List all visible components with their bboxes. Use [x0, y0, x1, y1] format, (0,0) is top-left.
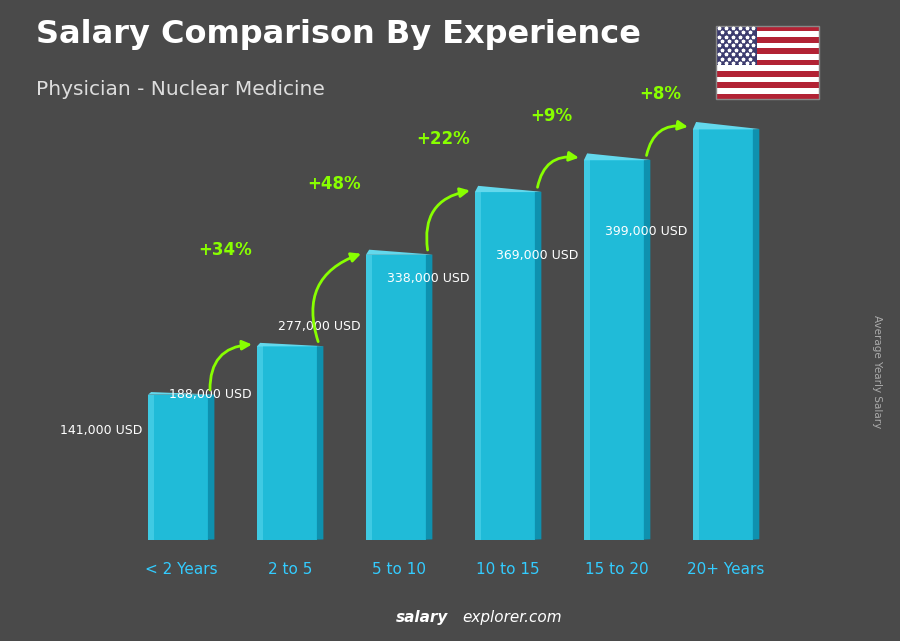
Bar — [716, 65, 819, 71]
Text: +34%: +34% — [198, 241, 252, 260]
Text: +22%: +22% — [416, 130, 470, 148]
Bar — [716, 26, 819, 31]
Bar — [716, 88, 819, 94]
Polygon shape — [148, 395, 155, 540]
Text: +48%: +48% — [307, 176, 361, 194]
Bar — [716, 77, 819, 82]
Polygon shape — [584, 160, 644, 540]
Text: 2 to 5: 2 to 5 — [268, 562, 312, 578]
Text: Salary Comparison By Experience: Salary Comparison By Experience — [36, 19, 641, 50]
Bar — [716, 26, 757, 65]
Text: 10 to 15: 10 to 15 — [476, 562, 540, 578]
Bar — [716, 37, 819, 43]
Text: salary: salary — [396, 610, 448, 625]
Bar — [716, 60, 819, 65]
Text: < 2 Years: < 2 Years — [145, 562, 218, 578]
Text: 20+ Years: 20+ Years — [688, 562, 765, 578]
Polygon shape — [475, 192, 482, 540]
Bar — [716, 82, 819, 88]
Text: 15 to 20: 15 to 20 — [585, 562, 649, 578]
Polygon shape — [475, 186, 542, 192]
Text: +9%: +9% — [531, 107, 572, 126]
Polygon shape — [148, 395, 208, 540]
Bar — [716, 31, 819, 37]
Text: explorer.com: explorer.com — [463, 610, 562, 625]
Text: Physician - Nuclear Medicine: Physician - Nuclear Medicine — [36, 80, 325, 99]
Polygon shape — [426, 254, 432, 540]
Text: +8%: +8% — [640, 85, 681, 103]
Polygon shape — [208, 394, 214, 540]
Bar — [716, 54, 819, 60]
Polygon shape — [256, 343, 323, 346]
Bar — [716, 43, 819, 48]
Text: 399,000 USD: 399,000 USD — [605, 226, 688, 238]
Polygon shape — [535, 192, 542, 540]
Polygon shape — [366, 255, 426, 540]
Polygon shape — [693, 129, 752, 540]
Bar — [716, 71, 819, 77]
Polygon shape — [584, 153, 651, 160]
Text: 141,000 USD: 141,000 USD — [60, 424, 142, 437]
Text: 5 to 10: 5 to 10 — [372, 562, 426, 578]
Polygon shape — [644, 160, 651, 540]
Polygon shape — [256, 346, 264, 540]
Polygon shape — [366, 255, 373, 540]
Polygon shape — [752, 129, 760, 540]
Polygon shape — [693, 129, 699, 540]
Polygon shape — [475, 192, 535, 540]
Text: 369,000 USD: 369,000 USD — [496, 249, 579, 262]
Text: 188,000 USD: 188,000 USD — [169, 388, 251, 401]
Polygon shape — [256, 346, 317, 540]
Bar — [716, 48, 819, 54]
Text: 277,000 USD: 277,000 USD — [278, 319, 360, 333]
Polygon shape — [693, 122, 760, 129]
Text: Average Yearly Salary: Average Yearly Salary — [872, 315, 883, 428]
Text: 338,000 USD: 338,000 USD — [387, 272, 470, 285]
Polygon shape — [317, 346, 323, 540]
Polygon shape — [366, 250, 432, 255]
Bar — [716, 94, 819, 99]
Polygon shape — [148, 392, 214, 395]
Polygon shape — [584, 160, 590, 540]
